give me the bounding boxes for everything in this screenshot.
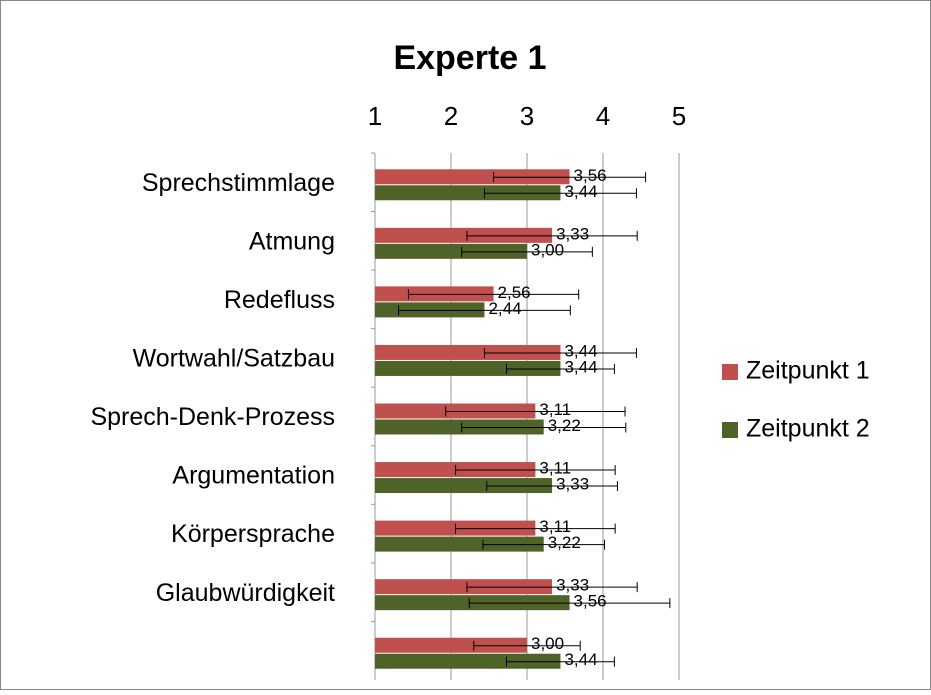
y-tick-label: Sprechstimmlage	[142, 169, 335, 197]
x-tick-label: 4	[596, 101, 610, 131]
bar	[375, 653, 561, 669]
data-label: 3,11	[539, 517, 571, 536]
data-label: 2,56	[498, 283, 531, 302]
x-tick-label: 3	[520, 101, 534, 131]
legend-swatch	[722, 364, 738, 380]
data-label: 2,44	[488, 299, 521, 318]
x-tick-label: 2	[444, 101, 458, 131]
bar	[375, 478, 553, 494]
bar	[375, 536, 544, 552]
data-label: 3,33	[556, 576, 589, 595]
bar	[375, 169, 570, 185]
x-tick-label: 1	[368, 101, 382, 131]
bar	[375, 227, 553, 243]
data-label: 3,44	[564, 357, 597, 376]
y-tick-label: Redefluss	[224, 286, 335, 314]
data-label: 3,44	[564, 650, 597, 669]
bar	[375, 360, 561, 376]
bar	[375, 579, 553, 595]
data-label: 3,33	[556, 224, 589, 243]
y-tick-label: Körpersprache	[171, 520, 335, 548]
data-label: 3,56	[574, 592, 607, 611]
y-tick-label: Sprech-Denk-Prozess	[90, 403, 335, 431]
x-tick-label: 5	[672, 101, 686, 131]
data-label: 3,22	[548, 533, 581, 552]
legend-label: Zeitpunkt 2	[746, 415, 870, 443]
chart-title: Experte 1	[393, 39, 546, 77]
y-tick-label: Wortwahl/Satzbau	[133, 345, 335, 373]
data-label: 3,11	[539, 459, 571, 478]
data-label: 3,44	[564, 341, 597, 360]
bar	[375, 344, 561, 360]
data-label: 3,56	[574, 166, 607, 185]
data-label: 3,00	[531, 634, 564, 653]
data-label: 3,00	[531, 240, 564, 259]
bar	[375, 637, 527, 653]
legend-label: Zeitpunkt 1	[746, 357, 870, 385]
y-tick-label: Argumentation	[172, 462, 335, 490]
legend-swatch	[722, 422, 738, 438]
data-label: 3,11	[539, 400, 571, 419]
data-label: 3,22	[548, 416, 581, 435]
bar	[375, 243, 527, 259]
data-label: 3,44	[564, 182, 597, 201]
bar	[375, 185, 561, 201]
bar	[375, 419, 544, 435]
data-label: 3,33	[556, 475, 589, 494]
y-tick-label: Glaubwürdigkeit	[156, 579, 335, 607]
y-tick-label: Atmung	[249, 227, 335, 255]
